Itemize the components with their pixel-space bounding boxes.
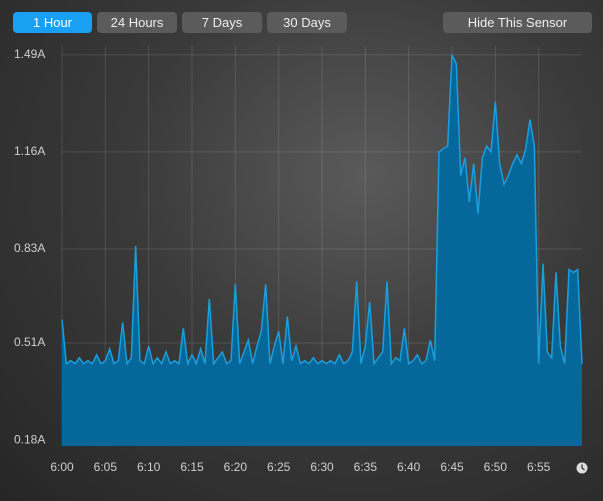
x-tick-label: 6:05 — [94, 460, 118, 474]
x-tick-label: 6:45 — [440, 460, 464, 474]
x-tick-label: 6:50 — [484, 460, 508, 474]
range-button[interactable]: 1 Hour — [13, 12, 92, 33]
range-button[interactable]: 7 Days — [182, 12, 262, 33]
y-tick-label: 1.49A — [14, 47, 45, 61]
x-tick-label: 6:40 — [397, 460, 421, 474]
area — [62, 54, 582, 447]
y-tick-label: 0.18A — [14, 432, 45, 446]
x-tick-label: 6:25 — [267, 460, 291, 474]
y-tick-label: 0.51A — [14, 335, 45, 349]
x-tick-label: 6:55 — [527, 460, 551, 474]
line — [61, 54, 583, 367]
x-tick-label: 6:35 — [354, 460, 378, 474]
x-tick-label: 6:15 — [180, 460, 204, 474]
x-tick-label: 6:00 — [50, 460, 74, 474]
range-button[interactable]: 24 Hours — [97, 12, 177, 33]
hide-button[interactable]: Hide This Sensor — [443, 12, 592, 33]
clock-icon — [576, 462, 588, 474]
x-tick-label: 6:30 — [310, 460, 334, 474]
range-button[interactable]: 30 Days — [267, 12, 347, 33]
x-tick-label: 6:20 — [224, 460, 248, 474]
y-tick-label: 0.83A — [14, 241, 45, 255]
y-tick-label: 1.16A — [14, 144, 45, 158]
x-tick-label: 6:10 — [137, 460, 161, 474]
